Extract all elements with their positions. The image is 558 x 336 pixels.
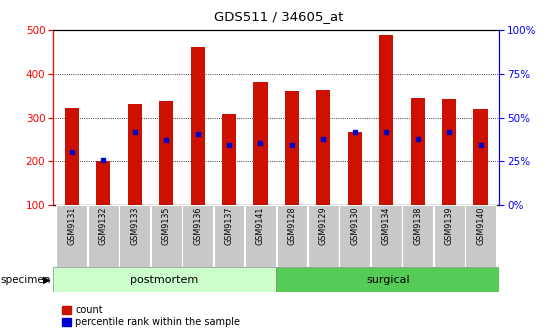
Bar — [379, 35, 393, 205]
Text: postmortem: postmortem — [131, 275, 199, 285]
Text: GSM9138: GSM9138 — [413, 207, 422, 245]
FancyBboxPatch shape — [465, 205, 496, 267]
Bar — [128, 104, 142, 205]
Bar — [411, 98, 425, 205]
Bar — [253, 82, 268, 205]
Text: GDS511 / 34605_at: GDS511 / 34605_at — [214, 10, 344, 23]
Legend: count, percentile rank within the sample: count, percentile rank within the sample — [58, 301, 244, 331]
Text: GSM9128: GSM9128 — [287, 207, 296, 245]
Bar — [442, 99, 456, 205]
FancyBboxPatch shape — [308, 205, 339, 267]
Text: GSM9141: GSM9141 — [256, 207, 265, 245]
FancyBboxPatch shape — [119, 205, 150, 267]
Bar — [285, 91, 299, 205]
Bar — [474, 109, 488, 205]
Text: GSM9129: GSM9129 — [319, 207, 328, 246]
FancyBboxPatch shape — [402, 205, 433, 267]
FancyBboxPatch shape — [245, 205, 276, 267]
Bar — [65, 108, 79, 205]
Bar — [348, 132, 362, 205]
FancyBboxPatch shape — [182, 205, 213, 267]
FancyBboxPatch shape — [151, 205, 181, 267]
Text: GSM9140: GSM9140 — [476, 207, 485, 245]
Bar — [316, 90, 330, 205]
Text: surgical: surgical — [366, 275, 410, 285]
Text: specimen: specimen — [1, 275, 51, 285]
FancyBboxPatch shape — [277, 205, 307, 267]
Bar — [222, 114, 236, 205]
FancyBboxPatch shape — [214, 205, 244, 267]
Text: GSM9139: GSM9139 — [445, 207, 454, 245]
FancyBboxPatch shape — [434, 205, 464, 267]
Text: GSM9134: GSM9134 — [382, 207, 391, 245]
Text: GSM9133: GSM9133 — [130, 207, 140, 245]
Text: ▶: ▶ — [43, 275, 50, 285]
FancyBboxPatch shape — [276, 267, 499, 292]
FancyBboxPatch shape — [56, 205, 87, 267]
Text: GSM9131: GSM9131 — [68, 207, 76, 245]
Bar — [190, 47, 205, 205]
Text: GSM9130: GSM9130 — [350, 207, 359, 245]
Bar — [96, 161, 110, 205]
Bar — [159, 101, 173, 205]
Text: GSM9136: GSM9136 — [193, 207, 202, 245]
Text: GSM9137: GSM9137 — [224, 207, 234, 245]
FancyBboxPatch shape — [88, 205, 119, 267]
FancyBboxPatch shape — [371, 205, 402, 267]
Text: GSM9135: GSM9135 — [162, 207, 171, 245]
FancyBboxPatch shape — [339, 205, 370, 267]
Text: GSM9132: GSM9132 — [99, 207, 108, 245]
FancyBboxPatch shape — [53, 267, 276, 292]
